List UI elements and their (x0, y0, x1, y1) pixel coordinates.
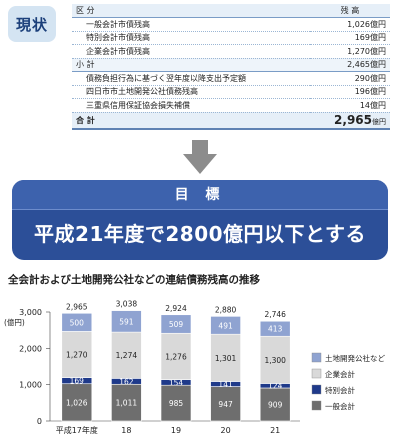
row-value: 1,026億円 (309, 17, 390, 32)
bar-segment-土地開発公社など (210, 316, 241, 335)
legend-label: 特別会計 (325, 385, 355, 395)
status-badge: 現状 (8, 6, 56, 42)
bar-value-label: 154 (169, 378, 184, 387)
row-value: 290億円 (309, 71, 390, 86)
bar-value-label: 162 (119, 377, 134, 386)
bar-segment-企業会計 (210, 333, 241, 382)
bar-value-label: 909 (268, 400, 283, 409)
total-label: 合 計 (72, 112, 310, 130)
stacked-bar-chart: 0 1,000 2,000 3,000(億円) 1,026 169 1,270 500 2,96… (4, 300, 385, 435)
y-tick-label: 3,000 (19, 308, 42, 317)
legend-swatch (311, 384, 322, 395)
bar-value-label: 1,301 (215, 354, 237, 363)
row-label: 債務負担行為に基づく翌年度以降支出予定額 (72, 71, 310, 86)
bar-segment-企業会計 (160, 332, 192, 380)
bar-total-label: 2,965 (66, 302, 88, 311)
header-balance: 残 高 (309, 4, 390, 18)
bar-value-label: 141 (218, 380, 233, 389)
row-value: 14億円 (309, 98, 390, 113)
goal-banner: 目 標 平成21年度で2800億円以下とする (12, 180, 388, 260)
bar-value-label: 509 (169, 320, 184, 329)
goal-text: 平成21年度で2800億円以下とする (34, 222, 366, 246)
row-label: 特別会計市債残高 (72, 31, 310, 45)
bar-value-label: 1,270 (66, 351, 88, 360)
bar-segment-一般会計 (111, 383, 142, 422)
bar-segment-土地開発公社など (61, 312, 93, 332)
bar-segment-一般会計 (61, 383, 93, 422)
bar-value-label: 1,276 (165, 352, 187, 361)
chart-title: 全会計および土地開発公社などの連結債務残高の推移 (8, 274, 260, 286)
row-value: 2,465億円 (309, 58, 390, 72)
x-tick-label: 21 (270, 426, 280, 435)
table-row: 企業会計市債残高 1,270億円 (72, 44, 390, 59)
table-row: 特別会計市債残高 169億円 (72, 31, 390, 45)
bar-value-label: 947 (218, 400, 233, 409)
legend-swatch (311, 368, 322, 379)
row-value: 196億円 (309, 85, 390, 99)
bar-segment-土地開発公社など (160, 314, 192, 334)
table-total-row: 合 計 2,965億円 (72, 112, 390, 130)
x-tick-label: 19 (171, 426, 181, 435)
legend-label: 一般会計 (325, 401, 355, 411)
bar-value-label: 491 (218, 321, 233, 330)
legend-label: 企業会計 (325, 369, 355, 379)
goal-heading: 目 標 (12, 180, 388, 210)
y-tick-label: 0 (37, 417, 42, 426)
bar-value-label: 413 (268, 325, 283, 334)
x-tick-label: 平成17年度 (56, 425, 98, 435)
bar-segment-一般会計 (160, 384, 192, 422)
row-label: 企業会計市債残高 (72, 44, 310, 59)
row-label: 一般会計市債残高 (72, 17, 310, 32)
bar-total-label: 2,924 (165, 304, 187, 313)
bar-total-label: 3,038 (116, 300, 138, 309)
legend-swatch (311, 352, 322, 363)
total-unit: 億円 (372, 118, 386, 127)
table-row: 三重県信用保証協会損失補償 14億円 (72, 98, 390, 113)
bar-value-label: 1,011 (116, 399, 138, 408)
row-label: 三重県信用保証協会損失補償 (72, 98, 310, 113)
x-tick-label: 18 (121, 426, 131, 435)
bar-segment-土地開発公社など (259, 320, 291, 337)
bar-value-label: 169 (70, 377, 85, 386)
bar-value-label: 985 (169, 399, 184, 408)
bar-value-label: 1,274 (116, 351, 138, 360)
total-amount: 2,965 (334, 113, 372, 128)
bar-value-label: 591 (119, 317, 134, 326)
bar-value-label: 1,300 (264, 356, 286, 365)
x-tick-label: 20 (221, 426, 231, 435)
y-tick-label: 1,000 (19, 381, 42, 390)
row-label: 四日市市土地開発公社債務残高 (72, 85, 310, 99)
table-subtotal-row: 小 計 2,465億円 (72, 58, 390, 72)
header-category: 区 分 (72, 4, 310, 18)
legend-label: 土地開発公社など (325, 353, 385, 363)
row-label: 小 計 (72, 58, 310, 72)
bar-total-label: 2,880 (215, 305, 237, 314)
y-tick-label: 2,000 (19, 344, 42, 353)
bar-segment-企業会計 (259, 335, 291, 384)
bar-value-label: 500 (70, 318, 85, 327)
y-axis-label: (億円) (4, 317, 25, 327)
total-value: 2,965億円 (309, 112, 390, 130)
bar-total-label: 2,746 (264, 310, 286, 319)
legend-swatch (311, 400, 322, 411)
bar-value-label: 1,026 (66, 398, 88, 407)
bar-value-label: 124 (268, 382, 283, 391)
bar-segment-土地開発公社など (111, 310, 142, 333)
table-row: 債務負担行為に基づく翌年度以降支出予定額 290億円 (72, 71, 390, 86)
row-value: 1,270億円 (309, 44, 390, 59)
bar-segment-企業会計 (111, 331, 142, 379)
table-header-row: 区 分 残 高 (72, 4, 390, 18)
table-row: 四日市市土地開発公社債務残高 196億円 (72, 85, 390, 99)
bar-segment-企業会計 (61, 331, 93, 378)
table-row: 一般会計市債残高 1,026億円 (72, 17, 390, 32)
down-arrow-icon (183, 140, 217, 174)
row-value: 169億円 (309, 31, 390, 45)
debt-table: 区 分 残 高 一般会計市債残高 1,026億円 特別会計市債残高 169億円 企業会計… (72, 4, 390, 130)
